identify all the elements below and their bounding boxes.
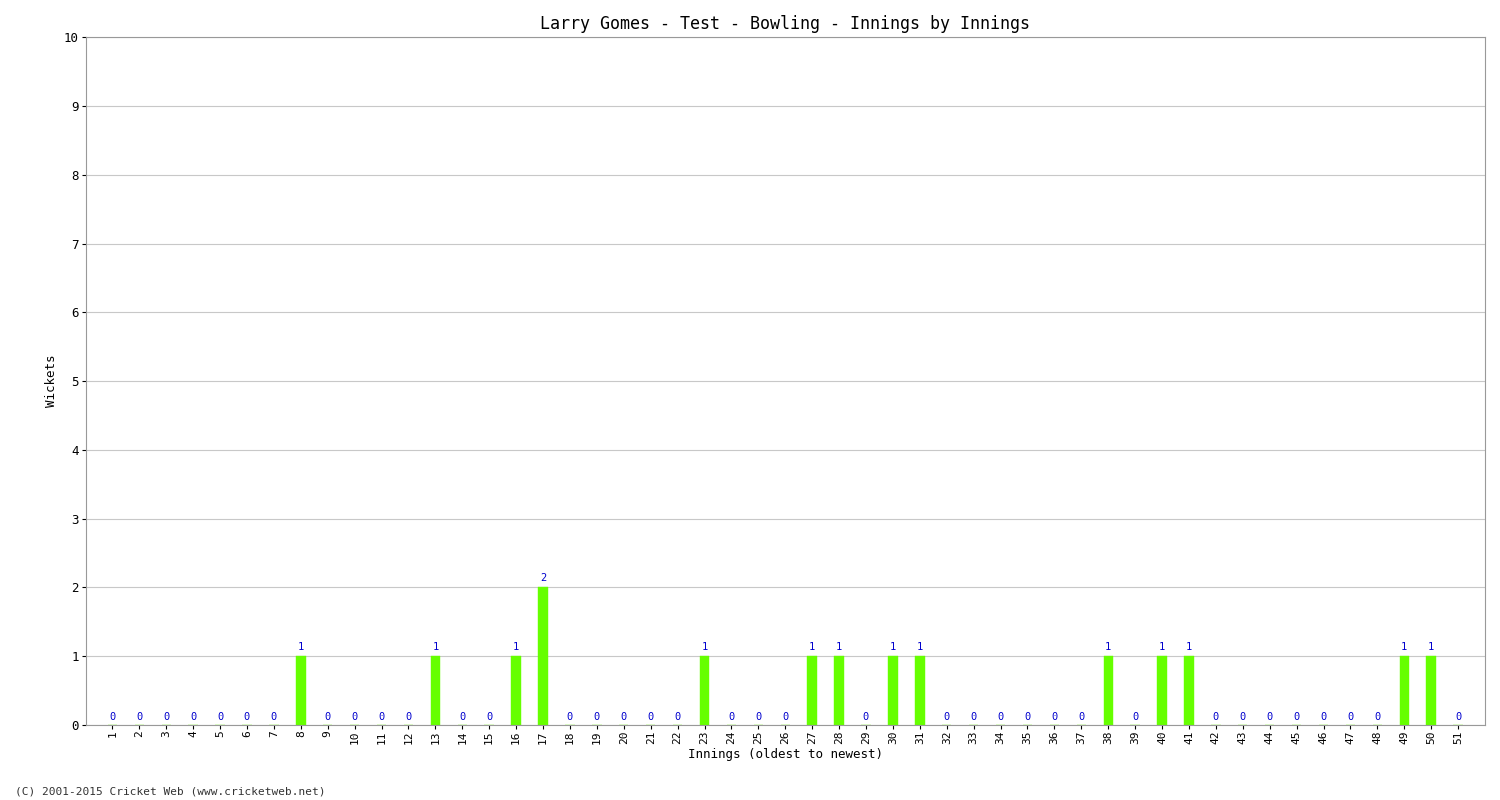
Text: 0: 0 [754, 712, 762, 722]
Text: 0: 0 [648, 712, 654, 722]
Text: 0: 0 [1132, 712, 1138, 722]
Text: 0: 0 [405, 712, 411, 722]
Text: 0: 0 [351, 712, 358, 722]
Bar [538, 587, 548, 725]
Text: 0: 0 [217, 712, 223, 722]
Bar [1104, 656, 1113, 725]
Bar [1158, 656, 1167, 725]
Y-axis label: Wickets: Wickets [45, 355, 58, 407]
Text: 0: 0 [729, 712, 735, 722]
Text: 0: 0 [782, 712, 789, 722]
Text: 0: 0 [136, 712, 142, 722]
Text: 1: 1 [432, 642, 438, 652]
Text: 0: 0 [244, 712, 250, 722]
Text: 1: 1 [1160, 642, 1166, 652]
Text: 0: 0 [1347, 712, 1353, 722]
Text: 2: 2 [540, 573, 546, 583]
Text: 1: 1 [836, 642, 842, 652]
Text: 0: 0 [272, 712, 278, 722]
Text: 0: 0 [110, 712, 116, 722]
Text: 0: 0 [567, 712, 573, 722]
Text: 0: 0 [1239, 712, 1246, 722]
Bar [807, 656, 818, 725]
Bar [888, 656, 897, 725]
Bar [1400, 656, 1408, 725]
Text: 0: 0 [1455, 712, 1461, 722]
Bar [296, 656, 306, 725]
Text: 0: 0 [621, 712, 627, 722]
Bar [1184, 656, 1194, 725]
Text: 0: 0 [998, 712, 1004, 722]
Text: 1: 1 [916, 642, 922, 652]
Text: 1: 1 [513, 642, 519, 652]
Text: 0: 0 [1024, 712, 1030, 722]
Text: 0: 0 [486, 712, 492, 722]
Text: 0: 0 [970, 712, 976, 722]
Text: 0: 0 [459, 712, 465, 722]
Text: 0: 0 [594, 712, 600, 722]
Text: 0: 0 [1320, 712, 1326, 722]
Text: 0: 0 [164, 712, 170, 722]
Text: 0: 0 [944, 712, 950, 722]
Text: 1: 1 [890, 642, 896, 652]
Text: 0: 0 [1078, 712, 1084, 722]
Text: 0: 0 [1266, 712, 1274, 722]
Text: 1: 1 [297, 642, 304, 652]
Bar [834, 656, 844, 725]
Bar [430, 656, 439, 725]
Bar [915, 656, 924, 725]
Text: 1: 1 [1428, 642, 1434, 652]
X-axis label: Innings (oldest to newest): Innings (oldest to newest) [687, 748, 882, 761]
Bar [1426, 656, 1436, 725]
Text: 0: 0 [1293, 712, 1299, 722]
Bar [512, 656, 520, 725]
Text: 0: 0 [862, 712, 868, 722]
Text: (C) 2001-2015 Cricket Web (www.cricketweb.net): (C) 2001-2015 Cricket Web (www.cricketwe… [15, 786, 326, 796]
Text: 0: 0 [1374, 712, 1380, 722]
Text: 1: 1 [1106, 642, 1112, 652]
Text: 1: 1 [1186, 642, 1192, 652]
Text: 1: 1 [702, 642, 708, 652]
Text: 0: 0 [675, 712, 681, 722]
Text: 1: 1 [1401, 642, 1407, 652]
Text: 0: 0 [1052, 712, 1058, 722]
Bar [700, 656, 709, 725]
Text: 1: 1 [808, 642, 816, 652]
Text: 0: 0 [190, 712, 196, 722]
Text: 0: 0 [324, 712, 332, 722]
Title: Larry Gomes - Test - Bowling - Innings by Innings: Larry Gomes - Test - Bowling - Innings b… [540, 15, 1030, 33]
Text: 0: 0 [1212, 712, 1219, 722]
Text: 0: 0 [378, 712, 384, 722]
